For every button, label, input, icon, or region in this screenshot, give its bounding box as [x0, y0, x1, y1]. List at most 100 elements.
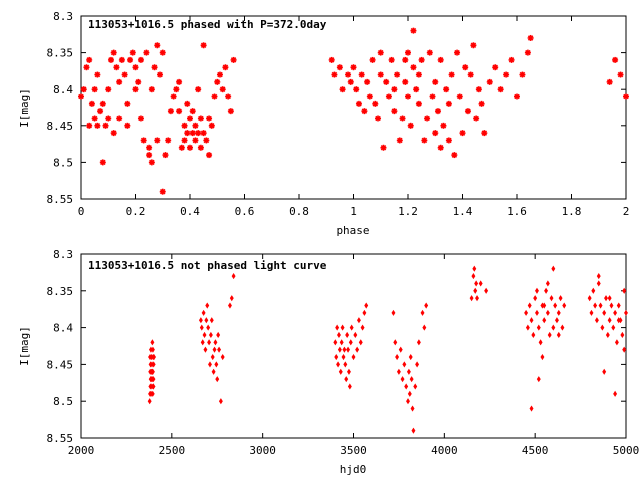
unphased-data-point [393, 339, 398, 346]
phased-data-point [486, 78, 493, 85]
phased-data-point [445, 137, 452, 144]
phased-data-point [456, 93, 463, 100]
unphased-data-point [410, 405, 415, 412]
unphased-data-point [545, 309, 550, 316]
unphased-data-point [212, 346, 217, 353]
phased-chart-title: 113053+1016.5 phased with P=372.0day [88, 18, 327, 31]
phased-data-point [434, 108, 441, 115]
unphased-data-point [391, 309, 396, 316]
unphased-data-point [214, 361, 219, 368]
phased-data-point [99, 100, 106, 107]
unphased-y-tick-label: 8.3 [53, 248, 73, 261]
unphased-data-point [602, 368, 607, 375]
phased-data-point [331, 71, 338, 78]
unphased-data-point [587, 295, 592, 302]
unphased-data-point [551, 324, 556, 331]
unphased-x-tick-label: 2500 [159, 444, 186, 457]
unphased-data-point [404, 383, 409, 390]
unphased-data-point [333, 339, 338, 346]
unphased-data-points [147, 265, 628, 434]
unphased-data-point [337, 331, 341, 339]
phased-x-tick-label: 2 [623, 205, 630, 218]
phased-data-point [99, 159, 106, 166]
phased-data-point [225, 93, 232, 100]
phased-data-point [364, 78, 371, 85]
unphased-data-point [560, 324, 565, 331]
unphased-data-point [335, 324, 340, 331]
unphased-x-tick-label: 4500 [522, 444, 549, 457]
phased-data-point [451, 152, 458, 159]
phased-data-point [140, 137, 147, 144]
unphased-data-point [613, 390, 618, 397]
phased-data-point [353, 86, 360, 93]
phased-y-tick-label: 8.3 [53, 10, 73, 23]
unphased-data-point [533, 295, 538, 302]
unphased-x-tick-label: 3000 [249, 444, 276, 457]
phased-data-point [375, 115, 382, 122]
unphased-data-point [536, 324, 541, 331]
phased-data-point [222, 64, 229, 71]
unphased-data-point [199, 324, 204, 331]
phased-data-point [189, 130, 196, 137]
unphased-data-point [415, 361, 420, 368]
phased-data-point [105, 86, 112, 93]
unphased-data-point [616, 302, 621, 309]
phased-data-point [391, 86, 398, 93]
unphased-data-point [594, 317, 599, 324]
unphased-data-point [422, 324, 427, 331]
phased-data-point [415, 100, 422, 107]
unphased-y-tick-label: 8.35 [47, 285, 74, 298]
unphased-data-point [540, 353, 545, 361]
phased-x-tick-label: 0 [78, 205, 85, 218]
phased-data-point [200, 42, 207, 49]
phased-data-point [227, 108, 234, 115]
unphased-data-point [200, 339, 205, 346]
phased-data-point [339, 86, 346, 93]
unphased-data-point [553, 302, 558, 309]
unphased-data-point [622, 346, 627, 353]
unphased-data-point [211, 368, 216, 375]
unphased-data-point [213, 339, 218, 346]
phased-x-tick-label: 0.4 [180, 205, 200, 218]
phased-y-tick-label: 8.55 [47, 193, 74, 206]
phased-data-point [146, 152, 153, 159]
phased-data-point [410, 64, 417, 71]
unphased-data-point [340, 324, 345, 331]
unphased-data-point [613, 309, 618, 316]
unphased-data-point [607, 295, 612, 302]
phased-data-point [481, 130, 488, 137]
phased-data-point [143, 49, 150, 56]
phased-data-point [462, 64, 469, 71]
phased-data-point [429, 93, 436, 100]
unphased-data-point [355, 346, 360, 353]
phased-data-point [402, 56, 409, 63]
unphased-data-point [616, 317, 621, 324]
phased-data-point [617, 71, 624, 78]
phased-data-point [206, 152, 213, 159]
unphased-data-point [556, 331, 561, 339]
unphased-y-tick-label: 8.45 [47, 358, 74, 371]
phased-data-point [86, 56, 93, 63]
unphased-data-point [545, 280, 550, 287]
unphased-data-point [536, 376, 541, 383]
phased-x-ticks: 0 0.2 0.4 0.6 0.8 1 1.2 1.4 1.6 1.8 2 [78, 16, 630, 218]
phased-data-point [105, 115, 112, 122]
unphased-data-point [348, 339, 353, 346]
phased-data-point [369, 56, 376, 63]
phased-x-tick-label: 1.8 [562, 205, 582, 218]
unphased-data-point [220, 353, 225, 361]
phased-data-point [448, 71, 455, 78]
unphased-data-point [215, 376, 220, 383]
phased-data-point [219, 86, 226, 93]
unphased-data-point [544, 287, 549, 294]
phased-data-point [467, 71, 474, 78]
phased-data-point [135, 78, 142, 85]
unphased-data-point [206, 324, 211, 331]
unphased-data-point [338, 368, 343, 375]
phased-x-tick-label: 1.4 [453, 205, 473, 218]
phased-data-point [606, 78, 613, 85]
unphased-data-point [353, 331, 358, 339]
phased-data-point [116, 115, 123, 122]
unphased-data-point [605, 331, 610, 339]
unphased-data-point [596, 273, 601, 280]
